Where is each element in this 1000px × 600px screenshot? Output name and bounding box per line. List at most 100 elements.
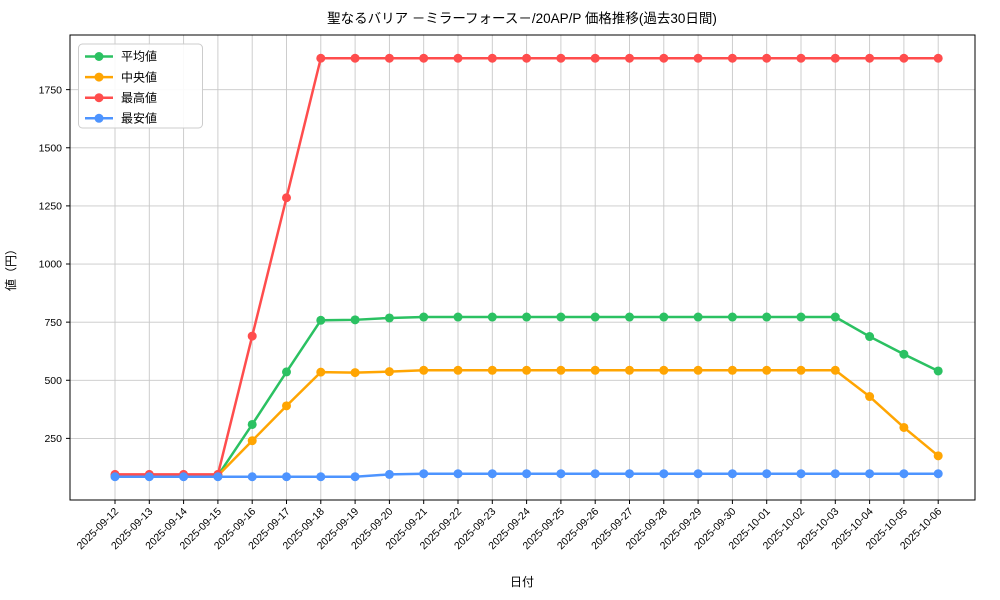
data-point-median (830, 365, 840, 375)
data-point-min (384, 469, 394, 479)
data-point-avg (522, 312, 532, 322)
data-point-median (899, 422, 909, 432)
data-point-avg (796, 312, 806, 322)
data-point-median (659, 365, 669, 375)
data-point-avg (282, 367, 291, 377)
data-point-avg (727, 312, 737, 322)
data-point-median (625, 365, 634, 375)
data-point-max (487, 53, 497, 63)
data-point-min (590, 469, 600, 479)
data-point-min (693, 469, 703, 479)
data-point-max (865, 53, 875, 63)
data-point-avg (933, 366, 943, 376)
legend-swatch-marker-max (94, 93, 104, 103)
data-point-avg (384, 313, 394, 323)
data-point-avg (316, 315, 326, 325)
data-point-min (556, 469, 566, 479)
legend-item-max: 最高値 (85, 90, 157, 105)
data-point-min (865, 469, 875, 479)
data-point-avg (556, 312, 566, 322)
x-axis-label: 日付 (510, 575, 534, 589)
legend-box (78, 43, 203, 129)
data-point-max (762, 53, 772, 63)
legend-swatch-marker-avg (94, 52, 104, 61)
legend-swatch-marker-median (94, 72, 104, 82)
data-point-min (727, 469, 737, 479)
data-point-median (933, 451, 943, 461)
data-point-median (762, 365, 772, 375)
data-point-min (796, 469, 806, 479)
data-point-max (419, 53, 429, 63)
data-point-median (590, 365, 600, 375)
data-point-median (419, 365, 429, 375)
legend-item-avg: 平均値 (85, 49, 157, 64)
data-point-max (590, 53, 600, 63)
data-point-max (727, 53, 737, 63)
data-point-min (282, 472, 291, 482)
data-point-avg (419, 312, 429, 322)
data-point-min (762, 469, 772, 479)
data-point-min (830, 469, 840, 479)
data-point-avg (693, 312, 703, 322)
data-point-median (282, 401, 291, 411)
data-point-avg (350, 315, 360, 325)
data-point-max (556, 53, 566, 63)
data-point-median (316, 367, 326, 377)
legend-label-min: 最安値 (121, 111, 157, 126)
data-point-median (556, 365, 566, 375)
data-point-avg (487, 312, 497, 322)
data-point-avg (865, 332, 875, 342)
y-tick-label: 1500 (39, 142, 63, 154)
data-point-min (933, 469, 943, 479)
data-point-max (316, 53, 326, 63)
data-point-min (487, 469, 497, 479)
data-point-avg (899, 349, 909, 359)
data-point-max (659, 53, 669, 63)
legend-label-avg: 平均値 (121, 49, 157, 64)
data-point-median (796, 365, 806, 375)
data-point-min (247, 472, 257, 482)
data-point-min (350, 472, 360, 482)
data-point-max (625, 53, 634, 63)
data-point-min (213, 472, 223, 482)
data-point-max (796, 53, 806, 63)
legend-item-min: 最安値 (85, 111, 157, 126)
data-point-median (693, 365, 703, 375)
y-tick-label: 250 (44, 433, 62, 445)
data-point-avg (625, 312, 634, 322)
data-point-min (453, 469, 463, 479)
y-tick-label: 750 (44, 317, 62, 329)
data-point-min (110, 472, 120, 482)
data-point-median (350, 368, 360, 378)
data-point-avg (659, 312, 669, 322)
series-min (110, 469, 943, 482)
data-point-min (659, 469, 669, 479)
data-point-min (144, 472, 154, 482)
data-point-median (865, 392, 875, 402)
data-point-max (693, 53, 703, 63)
legend-label-max: 最高値 (121, 90, 157, 105)
data-point-min (522, 469, 532, 479)
data-point-max (247, 331, 257, 341)
data-point-min (316, 472, 326, 482)
data-point-max (522, 53, 532, 63)
data-point-min (625, 469, 634, 479)
y-tick-label: 1750 (39, 84, 63, 96)
data-point-avg (830, 312, 840, 322)
data-point-min (899, 469, 909, 479)
plot-border (69, 34, 976, 501)
y-tick-label: 1000 (39, 259, 63, 271)
data-point-median (522, 365, 532, 375)
chart-title: 聖なるバリア －ミラーフォース－/20AP/P 価格推移(過去30日間) (327, 11, 717, 26)
data-point-max (282, 193, 291, 203)
y-tick-label: 500 (44, 375, 62, 387)
data-point-min (419, 469, 429, 479)
data-point-max (453, 53, 463, 63)
data-point-median (247, 436, 257, 446)
data-point-min (179, 472, 189, 482)
data-point-max (384, 53, 394, 63)
y-axis-label: 値（円） (3, 243, 18, 291)
